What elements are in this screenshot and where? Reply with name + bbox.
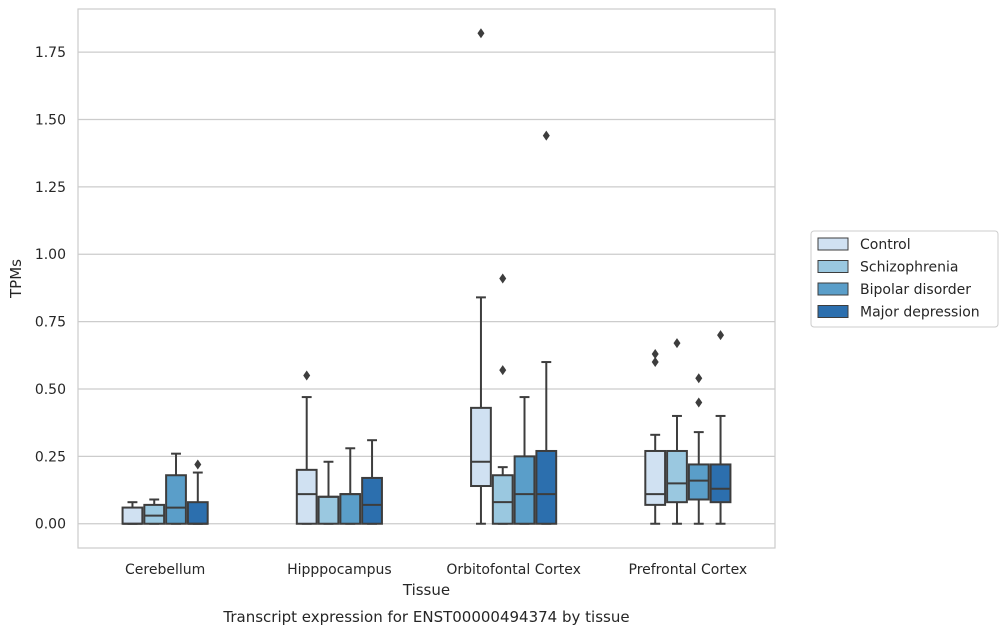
box — [121, 501, 144, 525]
box — [535, 130, 558, 525]
outlier-point — [499, 273, 507, 284]
legend-label: Control — [860, 237, 911, 253]
box-body — [491, 474, 514, 525]
legend: Control Schizophrenia Bipolar disorder Majo… — [810, 230, 999, 328]
legend-label: Major depression — [860, 305, 980, 321]
box-body — [709, 463, 732, 504]
legend-item: Major depression — [817, 305, 980, 321]
box — [165, 452, 187, 525]
y-tick-label: 1.75 — [35, 45, 66, 61]
box-body — [470, 406, 492, 488]
x-tick-label: Hipppocampus — [287, 562, 392, 578]
y-tick-label: 1.00 — [35, 247, 66, 263]
chart-caption: Transcript expression for ENST0000049437… — [222, 608, 629, 626]
box-body — [143, 503, 166, 525]
legend-swatch — [817, 237, 849, 251]
outlier-point — [499, 365, 507, 376]
box-body — [644, 449, 667, 506]
box — [317, 460, 340, 525]
series-bipolar-disorder — [165, 373, 710, 525]
box — [470, 28, 492, 525]
legend-item: Control — [817, 237, 911, 253]
y-tick-label: 0.00 — [35, 517, 66, 533]
box — [361, 439, 383, 525]
outlier-point — [717, 330, 725, 341]
x-tick-label: Orbitofontal Cortex — [446, 562, 581, 578]
y-tick-label: 0.75 — [35, 315, 66, 331]
y-tick-label: 0.25 — [35, 449, 66, 465]
y-tick-labels: 0.00 0.25 0.50 0.75 1.00 1.25 1.50 1.75 — [35, 45, 66, 533]
box-body — [513, 455, 536, 525]
grid-lines — [78, 51, 775, 525]
x-tick-label: Prefrontal Cortex — [629, 562, 748, 578]
box — [295, 370, 318, 525]
outlier-point — [303, 370, 311, 381]
legend-swatch — [817, 260, 849, 273]
box-body — [687, 463, 710, 501]
series-schizophrenia — [143, 273, 688, 525]
legend-label: Bipolar disorder — [860, 282, 971, 298]
box — [644, 348, 667, 525]
box — [666, 338, 688, 525]
box-body — [317, 495, 340, 525]
box — [513, 396, 536, 525]
outlier-point — [477, 28, 485, 39]
box-body — [186, 501, 209, 525]
outlier-point — [194, 459, 202, 470]
outlier-point — [673, 338, 681, 349]
outlier-point — [542, 130, 550, 141]
box — [491, 273, 514, 525]
legend-item: Schizophrenia — [817, 260, 958, 276]
outlier-point — [695, 397, 703, 408]
x-tick-label: Cerebellum — [125, 562, 205, 578]
legend-swatch — [817, 305, 849, 318]
x-axis-label: Tissue — [402, 581, 450, 599]
outlier-point — [651, 348, 659, 359]
y-axis-label: TPMs — [7, 259, 25, 299]
legend-label: Schizophrenia — [860, 260, 958, 276]
outlier-point — [695, 373, 703, 384]
x-tick-labels: Cerebellum Hipppocampus Orbitofontal Corte… — [125, 562, 747, 578]
legend-frame — [810, 230, 999, 328]
box-series — [121, 28, 732, 525]
legend-swatch — [817, 282, 849, 296]
box-body — [339, 493, 362, 525]
y-tick-label: 1.25 — [35, 180, 66, 196]
box — [186, 459, 209, 525]
series-major-depression — [186, 130, 732, 525]
box — [687, 373, 710, 525]
box-body — [535, 449, 558, 525]
series-control — [121, 28, 667, 525]
box-body — [295, 468, 318, 525]
outlier-point — [651, 357, 659, 368]
legend-item: Bipolar disorder — [817, 282, 971, 298]
box-body — [165, 474, 187, 525]
box-body — [666, 449, 688, 504]
box-body — [121, 506, 144, 525]
box — [143, 498, 166, 525]
box — [709, 330, 732, 525]
y-tick-label: 0.50 — [35, 382, 66, 398]
plot-area-frame — [77, 8, 776, 549]
box-body — [361, 476, 383, 525]
box — [339, 447, 362, 525]
y-tick-label: 1.50 — [35, 112, 66, 128]
